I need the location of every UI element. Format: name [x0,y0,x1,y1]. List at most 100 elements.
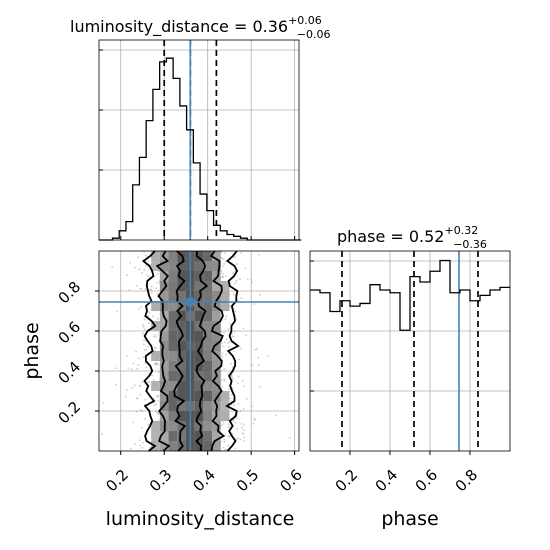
density-bin [177,271,186,281]
density-bin [203,311,213,321]
sample-point [243,436,246,439]
density-bin [220,391,230,401]
density-bin [168,411,178,421]
sample-point [221,352,224,354]
sample-point [236,263,239,265]
sample-point [254,419,256,421]
density-bin [168,321,178,331]
density-bin [194,291,204,301]
density-bin [168,271,178,281]
density-bin [177,431,186,441]
sample-point [237,382,239,385]
sample-point [134,266,137,269]
sample-point [231,393,233,396]
histogram-step [310,259,510,331]
density-bin [212,421,221,431]
density-bin [203,271,213,281]
x-tick-label: 0.4 [372,466,402,496]
sample-point [157,400,160,402]
x-axis-label-phase: phase [381,508,438,530]
density-bin [177,371,186,381]
sample-point [154,363,156,365]
sample-point [225,338,228,341]
sample-point [231,366,234,368]
density-bin [168,291,178,301]
density-bin [168,421,178,431]
sample-point [140,381,143,383]
x-tick-label: 0.4 [189,466,219,496]
panel-2d-contour: 0.2 0.3 0.4 0.5 0.6 0.2 0.4 0.6 0.8 luminosity_… [21,250,306,530]
y-tick-label: 0.8 [55,278,85,308]
sample-point [222,421,225,424]
density-bin [194,251,204,261]
density-bin [177,321,186,331]
density-bin [168,431,178,441]
sample-point [136,367,139,370]
sample-point [115,367,118,370]
sample-point [142,326,145,328]
sample-point [148,275,150,278]
sample-point [237,403,240,405]
sample-point [155,347,158,349]
density-bin [212,261,221,271]
sample-point [157,334,160,336]
sample-point [239,410,242,413]
sample-point [156,282,159,284]
density-bin [203,421,213,431]
sample-point [146,381,149,383]
sample-point [220,270,223,273]
sample-point [235,417,238,420]
sample-point [147,322,150,325]
sample-point [142,323,144,326]
density-bin [151,301,160,311]
y-tick-label: 0.6 [55,318,85,348]
density-bin [177,351,186,361]
contour-lines [141,250,240,452]
density-bin [203,431,213,441]
y-axis-label-phase: phase [21,322,43,379]
sample-point [127,367,130,370]
sample-point [234,310,236,312]
sample-point [151,315,154,318]
sample-point [231,377,234,380]
sample-point [139,409,142,411]
sample-point [223,262,226,265]
density-bin [168,351,178,361]
sample-point [140,306,142,308]
sample-point [244,267,247,270]
sample-point [221,265,224,267]
sample-point [157,273,160,276]
sample-point [242,408,245,410]
density-bin [159,251,169,261]
density-bin [194,341,204,351]
density-bin [177,421,186,431]
sample-point [232,350,235,353]
density-bin [212,391,221,401]
density-bin [194,311,204,321]
y-tick-label: 0.4 [55,358,85,388]
sample-point [138,268,141,271]
density-bin [212,361,221,371]
sample-point [223,341,226,343]
sample-point [135,410,138,413]
sample-point [250,279,253,281]
density-bin [151,251,160,261]
sample-point [239,278,241,280]
sample-point [157,371,160,374]
sample-point [239,347,242,350]
sample-point [257,356,260,359]
sample-point [225,275,227,277]
density-bin [220,411,230,421]
sample-point [259,386,262,388]
density-bin [177,361,186,371]
density-bin [177,401,186,411]
sample-point [228,341,231,344]
sample-point [147,345,150,348]
sample-point [251,405,254,408]
sample-point [232,418,235,421]
sample-point [148,311,150,313]
sample-point [124,395,127,398]
density-bin [159,321,169,331]
density-bin [177,341,186,351]
x-tick-label: 0.2 [332,466,362,496]
